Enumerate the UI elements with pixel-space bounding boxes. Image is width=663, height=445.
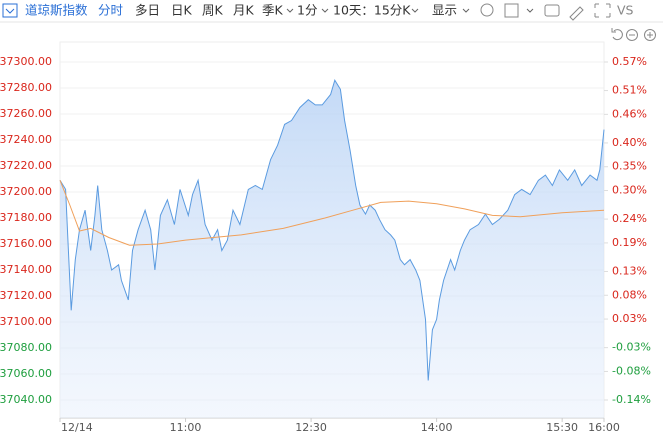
y-tick-label: 37160.00 [0, 237, 52, 250]
settings-icon[interactable] [480, 3, 494, 17]
zoom-out[interactable] [626, 29, 638, 41]
y-tick-label: 37220.00 [0, 159, 52, 172]
tab-active[interactable]: 分时 [98, 3, 124, 18]
y2-tick-label: 0.51% [612, 84, 647, 97]
plot: 37300.00 37280.00 37260.00 37240.00 37220.00… [0, 41, 651, 434]
y2-tick-label: -0.03% [612, 341, 651, 354]
price-line [59, 78, 605, 381]
y2-tick-label: -0.14% [612, 393, 651, 406]
toggle-icon[interactable] [2, 3, 18, 18]
y2-tick-label: 0.13% [612, 264, 647, 277]
y-tick-label: 37060.00 [0, 367, 52, 380]
y2-tick-label: 0.19% [612, 236, 647, 249]
y2-tick-label: 0.40% [612, 136, 647, 149]
y2-tick-label: 0.57% [612, 55, 647, 68]
y-tick-label: 37180.00 [0, 211, 52, 224]
zoom-controls [611, 28, 656, 41]
tab[interactable]: 多日 [135, 3, 160, 18]
x-tick-label: 11:00 [170, 421, 202, 434]
y-tick-label: 37260.00 [0, 107, 52, 120]
zoom-in-sign [647, 32, 653, 38]
tab[interactable]: 周K [202, 3, 224, 18]
fullscreen-icon[interactable] [594, 3, 611, 18]
tab[interactable]: 10天：15分K [333, 3, 411, 18]
y-tick-label: 37100.00 [0, 315, 52, 328]
y-tick-label: 37200.00 [0, 185, 52, 198]
undo-icon[interactable] [611, 28, 623, 41]
y-tick-label: 37040.00 [0, 393, 52, 406]
tab[interactable]: 季K [262, 3, 284, 18]
price-area [60, 80, 604, 418]
x-tick-label: 12:30 [295, 421, 327, 434]
y-tick-label: 37300.00 [0, 55, 52, 68]
y2-tick-label: 0.30% [612, 184, 647, 197]
y2-tick-label: 0.08% [612, 288, 647, 301]
x-tick-label: 15:30 [546, 421, 578, 434]
vs-button[interactable]: VS [617, 3, 634, 18]
tab[interactable]: 1分 [297, 3, 317, 18]
y2-tick-label: 0.24% [612, 212, 647, 225]
display-menu[interactable]: 显示 [432, 3, 457, 18]
y2-tick-label: 0.03% [612, 312, 647, 325]
zoom-in[interactable] [644, 29, 656, 41]
x-tick-label: 12/14 [61, 421, 93, 434]
toggle-arrow [5, 8, 15, 14]
x-tick-label: 16:00 [588, 421, 620, 434]
average-line [59, 180, 605, 246]
pen-icon[interactable] [569, 6, 584, 21]
y-tick-label: 37240.00 [0, 133, 52, 146]
y-tick-label: 37140.00 [0, 263, 52, 276]
x-tick-label: 14:00 [421, 421, 453, 434]
y-tick-label: 37120.00 [0, 289, 52, 302]
dropdown-arrows [286, 8, 534, 13]
tab[interactable]: 日K [171, 3, 193, 18]
checkbox-icon[interactable] [504, 3, 519, 18]
y-tick-label: 37080.00 [0, 341, 52, 354]
y2-tick-label: 0.46% [612, 107, 647, 120]
y2-tick-label: 0.35% [612, 160, 647, 173]
camera-icon[interactable] [544, 4, 560, 17]
toolbar: 道琼斯指数 分时 多日 日K 周K 月K 季K 1分 10天：15分K 显示 V… [0, 3, 663, 23]
tab[interactable]: 月K [233, 3, 255, 18]
index-name[interactable]: 道琼斯指数 [25, 3, 88, 18]
y-tick-label: 37280.00 [0, 81, 52, 94]
y2-tick-label: -0.08% [612, 364, 651, 377]
